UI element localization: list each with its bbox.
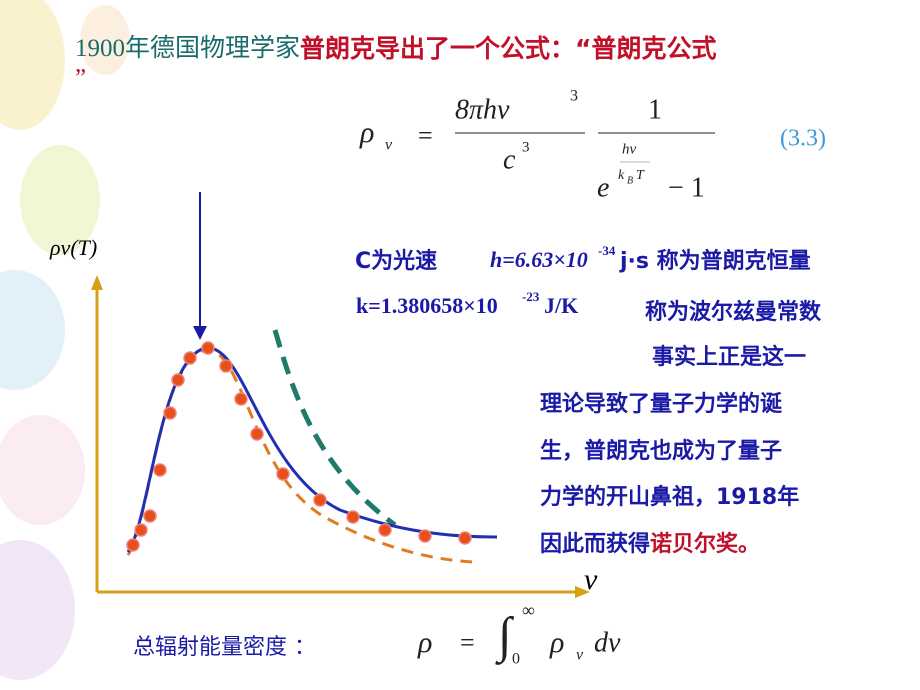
equation-number: (3.3) xyxy=(780,126,826,152)
symbol: dν xyxy=(594,627,621,658)
paragraph: 事实上正是这一 理论导致了量子力学的诞 生，普朗克也成为了量子 力学的开山鼻祖，… xyxy=(540,344,806,557)
text-part: 因此而获得 xyxy=(540,531,650,557)
symbol: e xyxy=(597,172,609,203)
constant-text: -34 xyxy=(598,243,616,258)
plot: ρν(T) ν xyxy=(49,192,598,598)
paragraph-line: 力学的开山鼻祖，1918年 xyxy=(540,484,799,510)
symbol: 8πhν xyxy=(455,94,510,125)
constant-text: h=6.63×10 xyxy=(490,247,588,272)
background-balloons xyxy=(0,0,130,680)
symbol: B xyxy=(627,175,633,186)
axis-label: ρν(T) xyxy=(49,235,97,260)
constant-text: k=1.380658×10 xyxy=(356,293,498,318)
symbol: = xyxy=(418,121,433,150)
symbol: 1 xyxy=(648,94,662,125)
symbol: ρ xyxy=(417,626,432,659)
symbol: ∞ xyxy=(522,600,535,620)
constant-text: j·s 称为普朗克恒量 xyxy=(619,248,811,274)
paragraph-line: 理论导致了量子力学的诞 xyxy=(540,391,783,417)
symbol: ρ xyxy=(549,626,564,659)
title: 1900年德国物理学家普朗克导出了一个公式：“普朗克公式 xyxy=(75,34,716,63)
symbol: 3 xyxy=(522,139,530,155)
text-part: 诺贝尔奖。 xyxy=(650,531,760,557)
symbol: c xyxy=(503,144,516,175)
symbol: hν xyxy=(622,141,637,157)
constant-text: -23 xyxy=(522,289,540,304)
total-density: 总辐射能量密度 ： ρ = ∫ ∞ 0 ρ ν dν xyxy=(133,600,621,668)
constant-text: C为光速 xyxy=(355,248,437,274)
symbol: ν xyxy=(576,647,584,664)
label: 总辐射能量密度 ： xyxy=(133,635,316,660)
constant-text: J/K xyxy=(544,293,578,318)
axis-label: ν xyxy=(584,563,598,596)
paragraph-line: 事实上正是这一 xyxy=(652,344,806,370)
paragraph-line: 因此而获得诺贝尔奖。 xyxy=(540,531,760,557)
symbol: = xyxy=(460,628,475,657)
title-part: ” xyxy=(75,65,86,92)
constant-text: 称为波尔兹曼常数 xyxy=(645,299,822,325)
symbol: ρ xyxy=(359,116,374,149)
planck-formula: ρ ν = 8πhν 3 c 3 1 e hν k B T − 1 (3.3) xyxy=(359,88,826,204)
title-part: 1900年德国物理学家 xyxy=(75,34,300,62)
symbol: ∫ xyxy=(495,606,515,665)
paragraph-line: 生，普朗克也成为了量子 xyxy=(540,438,782,464)
symbol: ν xyxy=(385,137,393,154)
constants: C为光速 h=6.63×10 -34 j·s 称为普朗克恒量 k=1.38065… xyxy=(355,243,822,325)
symbol: − 1 xyxy=(668,172,705,203)
symbol: k xyxy=(618,168,625,183)
symbol: T xyxy=(636,168,645,183)
symbol: 0 xyxy=(512,651,520,668)
symbol: 3 xyxy=(570,88,578,105)
title-part: 普朗克导出了一个公式：“普朗克公式 xyxy=(300,34,716,63)
